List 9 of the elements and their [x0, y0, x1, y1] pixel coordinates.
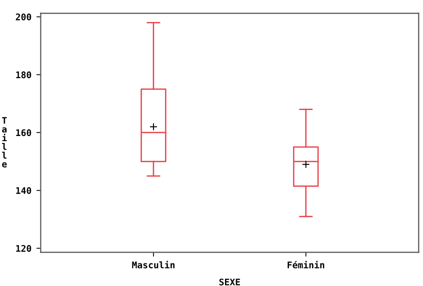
- x-axis-title: SEXE: [219, 278, 240, 286]
- y-tick-label: 180: [16, 71, 32, 78]
- x-tick-label: Masculin: [132, 260, 175, 268]
- y-tick-label: 120: [16, 245, 32, 252]
- y-tick-label: 200: [16, 14, 32, 20]
- y-tick-label: 160: [16, 129, 32, 136]
- x-tick-label: Féminin: [288, 260, 324, 268]
- y-axis-title: Taille: [2, 117, 7, 168]
- y-tick-label: 140: [16, 187, 32, 194]
